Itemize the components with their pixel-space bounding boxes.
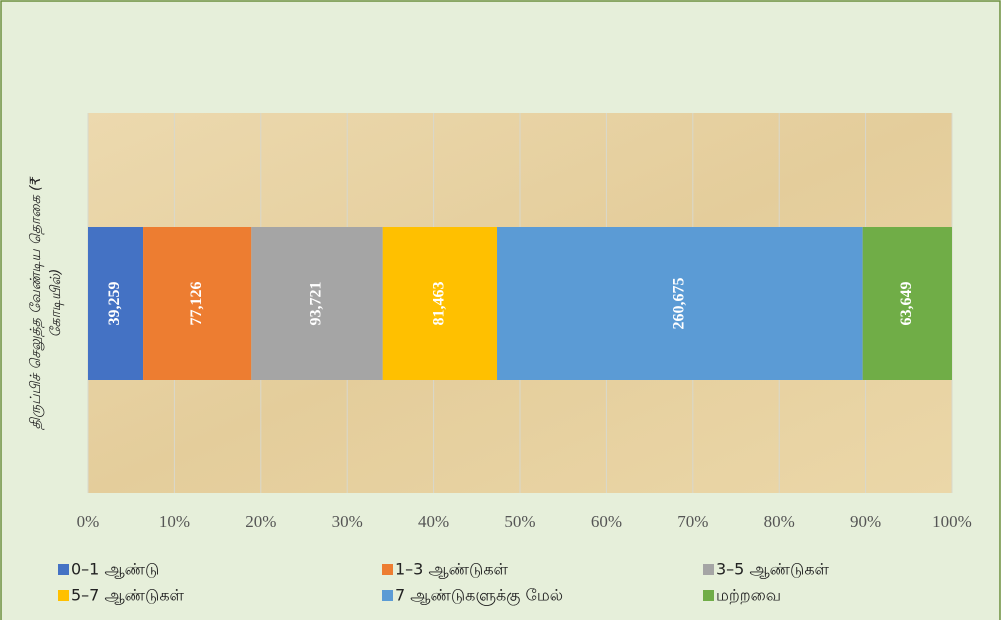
x-tick-label: 20% bbox=[245, 512, 276, 531]
legend-label: 0–1 ஆண்டு bbox=[71, 560, 159, 579]
legend-label: 3–5 ஆண்டுகள் bbox=[716, 560, 830, 579]
bar-segment bbox=[862, 227, 952, 380]
x-tick-label: 80% bbox=[764, 512, 795, 531]
x-tick-label: 10% bbox=[159, 512, 190, 531]
legend-swatch bbox=[58, 564, 69, 575]
legend-swatch bbox=[382, 590, 393, 601]
x-tick-label: 90% bbox=[850, 512, 881, 531]
bar-segment bbox=[143, 227, 252, 380]
bar-segment bbox=[382, 227, 498, 380]
data-label: 260,675 bbox=[671, 278, 688, 330]
bar-segment bbox=[88, 227, 144, 380]
data-label: 77,126 bbox=[188, 282, 205, 326]
x-tick-label: 30% bbox=[332, 512, 363, 531]
data-label: 39,259 bbox=[106, 282, 123, 326]
x-tick-label: 50% bbox=[504, 512, 535, 531]
x-tick-label: 40% bbox=[418, 512, 449, 531]
legend-swatch bbox=[703, 564, 714, 575]
y-axis-label: கோடியில்) bbox=[48, 269, 65, 338]
data-label: 81,463 bbox=[431, 282, 448, 326]
legend-label: 5–7 ஆண்டுகள் bbox=[71, 586, 185, 605]
x-tick-label: 100% bbox=[932, 512, 972, 531]
bar-segment bbox=[251, 227, 383, 380]
legend-label: 7 ஆண்டுகளுக்கு மேல் bbox=[395, 586, 563, 606]
legend-label: மற்றவை bbox=[716, 586, 781, 605]
legend-swatch bbox=[382, 564, 393, 575]
legend-swatch bbox=[703, 590, 714, 601]
x-tick-label: 60% bbox=[591, 512, 622, 531]
data-label: 63,649 bbox=[898, 282, 915, 326]
x-tick-label: 0% bbox=[77, 512, 100, 531]
x-tick-label: 70% bbox=[677, 512, 708, 531]
bar-segment bbox=[497, 227, 863, 380]
y-axis-label: திருப்பிச் செலுத்த வேண்டிய தொகை (₹ bbox=[28, 176, 45, 431]
legend-swatch bbox=[58, 590, 69, 601]
data-label: 93,721 bbox=[308, 282, 325, 326]
legend-label: 1–3 ஆண்டுகள் bbox=[395, 560, 509, 579]
